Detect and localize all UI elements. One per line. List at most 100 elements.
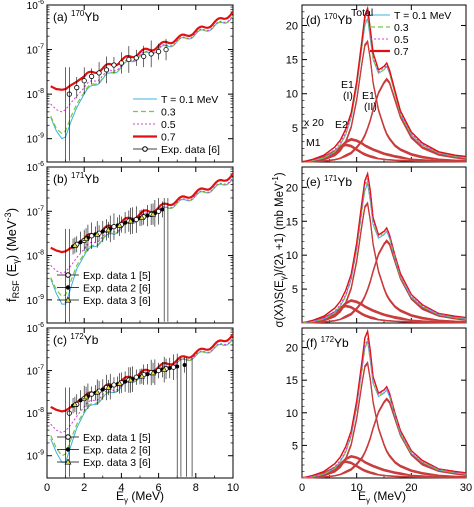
exp-point-filled — [123, 220, 128, 225]
component-e1-i — [301, 41, 467, 163]
total-0-7 — [301, 171, 467, 324]
exp-point-open — [96, 70, 102, 76]
x-tick-label: 4 — [118, 482, 124, 494]
panel-tag: (a) 170Yb — [53, 9, 99, 24]
exp-point-open — [133, 374, 139, 380]
exp-point-triangle — [149, 369, 157, 376]
component-e1-i — [301, 361, 467, 479]
exp-point-open — [156, 208, 162, 214]
panel-tag: (b) 171Yb — [53, 171, 99, 186]
annotation-total: Total — [351, 7, 373, 19]
exp-point-triangle — [138, 214, 145, 220]
x-tick-label: 10 — [351, 482, 363, 494]
annotation-e1b_sub: (II) — [364, 101, 377, 113]
y-tick-label: 15 — [286, 375, 298, 387]
total-0-7 — [301, 328, 467, 479]
legend-label: 0.7 — [161, 132, 176, 144]
annotation-e1a: E1 — [341, 79, 354, 91]
exp-point-triangle — [105, 384, 112, 390]
exp-point-triangle — [161, 366, 168, 372]
legend-marker-triangle — [64, 296, 72, 303]
exp-point-triangle — [116, 380, 123, 386]
exp-point-open — [111, 382, 117, 388]
exp-point-triangle — [82, 235, 90, 242]
total-0-3 — [301, 179, 467, 324]
exp-point-triangle — [116, 222, 123, 228]
x-tick-label: 0 — [299, 482, 305, 494]
y-tick-label: 10 — [286, 408, 298, 420]
y-tick-label: 10 — [286, 250, 298, 262]
exp-point-filled — [182, 363, 187, 368]
y-tick-label: 10-8 — [27, 250, 44, 263]
exp-point-triangle — [149, 210, 157, 217]
y-tick-label: 10-9 — [27, 294, 44, 307]
exp-point-filled — [145, 213, 150, 218]
legend-marker-exp — [142, 146, 148, 152]
component-e1-ii — [302, 398, 467, 479]
component-e1-i — [301, 40, 467, 163]
legend-label: 0.7 — [394, 46, 409, 58]
left-panel-0: 10-9 10-8 10-7 10-6 (a) 170Yb — [27, 0, 234, 163]
y-tick-label: 5 — [292, 284, 298, 296]
legend-label: 0.5 — [161, 119, 176, 131]
left-panel-1: 10-9 10-8 10-7 10-6 (b) 171Yb — [27, 161, 234, 324]
exp-point-open — [118, 60, 125, 66]
component-e1-ii — [302, 398, 467, 479]
y-tick-label: 20 — [286, 343, 298, 355]
y-tick-label: 10-7 — [27, 205, 44, 218]
right-panel-1: 5 10 15 20 (e) 171Yb — [286, 166, 467, 324]
annotation-e1a_sub: (I) — [343, 90, 353, 102]
exp-point-filled — [167, 365, 172, 370]
legend-label: 0.3 — [394, 22, 409, 34]
component-e1-ii — [302, 239, 467, 324]
exp-point-open — [133, 216, 139, 223]
x-tick-label: 6 — [156, 482, 162, 494]
legend-label: 0.3 — [161, 107, 176, 119]
component-e1-ii — [302, 79, 467, 163]
y-tick-label: 10-6 — [27, 161, 44, 174]
y-tick-label: 15 — [286, 216, 298, 228]
legend-label: Exp. data 1 [5] — [83, 270, 151, 282]
y-tick-label: 5 — [292, 440, 298, 452]
component-e1-i — [301, 39, 467, 163]
exp-point-open — [89, 233, 95, 239]
legend-b: Exp. data 1 [5]Exp. data 2 [6]Exp. data … — [57, 270, 151, 307]
curve-0-7 — [50, 11, 234, 91]
total-0-7 — [301, 5, 467, 163]
legend-marker-open — [65, 272, 71, 278]
component-e1-i — [301, 202, 467, 324]
exp-point-filled — [145, 372, 150, 377]
y-tick-label: 5 — [292, 123, 298, 135]
total-0-3 — [301, 15, 467, 163]
panel-tag: (e) 171Yb — [306, 174, 352, 189]
y-tick-label: 10-9 — [27, 133, 44, 146]
exp-point-filled — [160, 207, 165, 212]
exp-point-triangle — [105, 226, 112, 233]
legend-marker-open — [65, 434, 71, 440]
exp-point-triangle — [94, 389, 101, 395]
legend-marker-filled — [65, 285, 71, 290]
exp-point-open — [148, 51, 154, 57]
right-y-label: σ(Xλ)S(Eγ)/(2λ +1) (mb MeV-1) — [271, 172, 288, 327]
total-t-0-1-mev — [301, 339, 467, 479]
total-t-0-1-mev — [301, 16, 467, 163]
x-tick-label: 0 — [44, 482, 50, 494]
legend-marker-filled — [65, 447, 71, 452]
left-y-label: fRSF (Eγ) (MeV-3) — [3, 208, 21, 302]
component-e1-ii — [302, 240, 467, 324]
exp-point-triangle — [94, 231, 101, 237]
x-tick-label: 10 — [227, 482, 239, 494]
component-e1-i — [301, 202, 467, 324]
y-tick-label: 10-8 — [27, 407, 44, 420]
exp-point-triangle — [127, 217, 134, 224]
exp-point-open — [156, 367, 162, 374]
component-e1-i — [301, 361, 467, 479]
legend-label: T = 0.1 MeV — [394, 10, 451, 22]
y-tick-label: 10-7 — [27, 365, 44, 378]
exp-point-triangle — [127, 376, 134, 383]
y-tick-label: 10-7 — [27, 44, 44, 57]
panel-tag: (f) 172Yb — [306, 335, 349, 350]
total-0-5 — [301, 176, 467, 324]
